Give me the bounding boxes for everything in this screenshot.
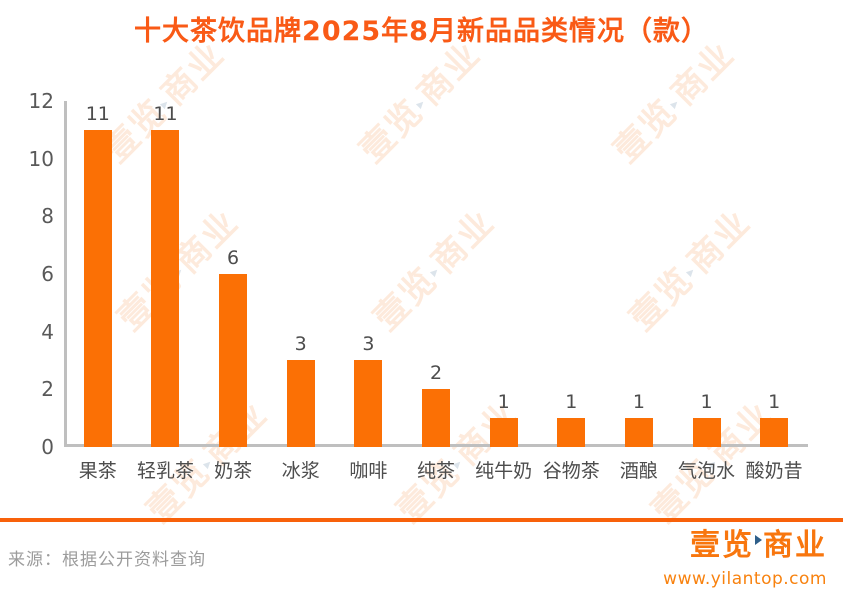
x-category-label-果茶: 果茶 xyxy=(78,460,117,482)
bar-咖啡 xyxy=(354,360,383,447)
x-category-label-纯茶: 纯茶 xyxy=(416,460,455,482)
y-tick-label-8: 8 xyxy=(41,204,54,229)
bar-value-label-轻乳茶: 11 xyxy=(153,103,178,125)
y-tick-label-10: 10 xyxy=(28,146,54,171)
bar-奶茶 xyxy=(219,274,248,447)
y-tick-label-0: 0 xyxy=(41,435,54,459)
bar-value-label-果茶: 11 xyxy=(85,103,110,125)
bar-value-label-冰浆: 3 xyxy=(294,333,307,355)
chart-title: 十大茶饮品牌2025年8月新品品类情况（款） xyxy=(134,16,709,47)
brand-url: www.yilantop.com xyxy=(663,569,827,589)
x-category-label-奶茶: 奶茶 xyxy=(214,460,253,482)
y-tick-label-4: 4 xyxy=(41,319,54,344)
x-category-label-谷物茶: 谷物茶 xyxy=(542,460,600,482)
brand-block: 壹览 商业 www.yilantop.com xyxy=(663,529,827,590)
bar-酒酿 xyxy=(624,418,653,447)
bar-value-label-纯茶: 2 xyxy=(429,362,443,384)
source-text: 来源：根据公开资料查询 xyxy=(8,550,206,570)
bar-value-label-咖啡: 3 xyxy=(362,333,375,355)
bar-果茶 xyxy=(83,130,112,447)
divider-line xyxy=(0,518,843,522)
bar-value-label-纯牛奶: 1 xyxy=(497,391,510,413)
bar-value-label-酒酿: 1 xyxy=(632,391,645,413)
x-category-label-酸奶昔: 酸奶昔 xyxy=(745,460,803,482)
x-category-label-气泡水: 气泡水 xyxy=(678,460,736,482)
bar-纯牛奶 xyxy=(489,418,518,447)
bar-酸奶昔 xyxy=(760,418,789,447)
x-category-label-纯牛奶: 纯牛奶 xyxy=(475,460,533,482)
bar-value-label-谷物茶: 1 xyxy=(565,391,578,413)
x-category-label-冰浆: 冰浆 xyxy=(281,460,320,482)
y-tick-label-6: 6 xyxy=(41,262,54,286)
bar-冰浆 xyxy=(286,360,315,447)
x-category-label-酒酿: 酒酿 xyxy=(619,460,658,482)
brand-logo-text-right: 商业 xyxy=(763,528,827,563)
bar-value-label-气泡水: 1 xyxy=(700,391,713,413)
x-category-label-咖啡: 咖啡 xyxy=(349,460,388,482)
y-tick-label-12: 12 xyxy=(28,89,54,113)
bar-气泡水 xyxy=(692,418,721,447)
brand-logo: 壹览 商业 xyxy=(663,529,827,563)
bar-轻乳茶 xyxy=(151,130,180,447)
bar-value-label-奶茶: 6 xyxy=(227,247,240,269)
bar-谷物茶 xyxy=(557,418,586,447)
bar-纯茶 xyxy=(422,389,450,447)
bar-value-label-酸奶昔: 1 xyxy=(768,391,781,413)
y-tick-label-2: 2 xyxy=(41,377,54,402)
logo-triangle-icon xyxy=(755,534,762,545)
brand-logo-text-left: 壹览 xyxy=(690,528,754,563)
x-category-label-轻乳茶: 轻乳茶 xyxy=(136,460,194,482)
